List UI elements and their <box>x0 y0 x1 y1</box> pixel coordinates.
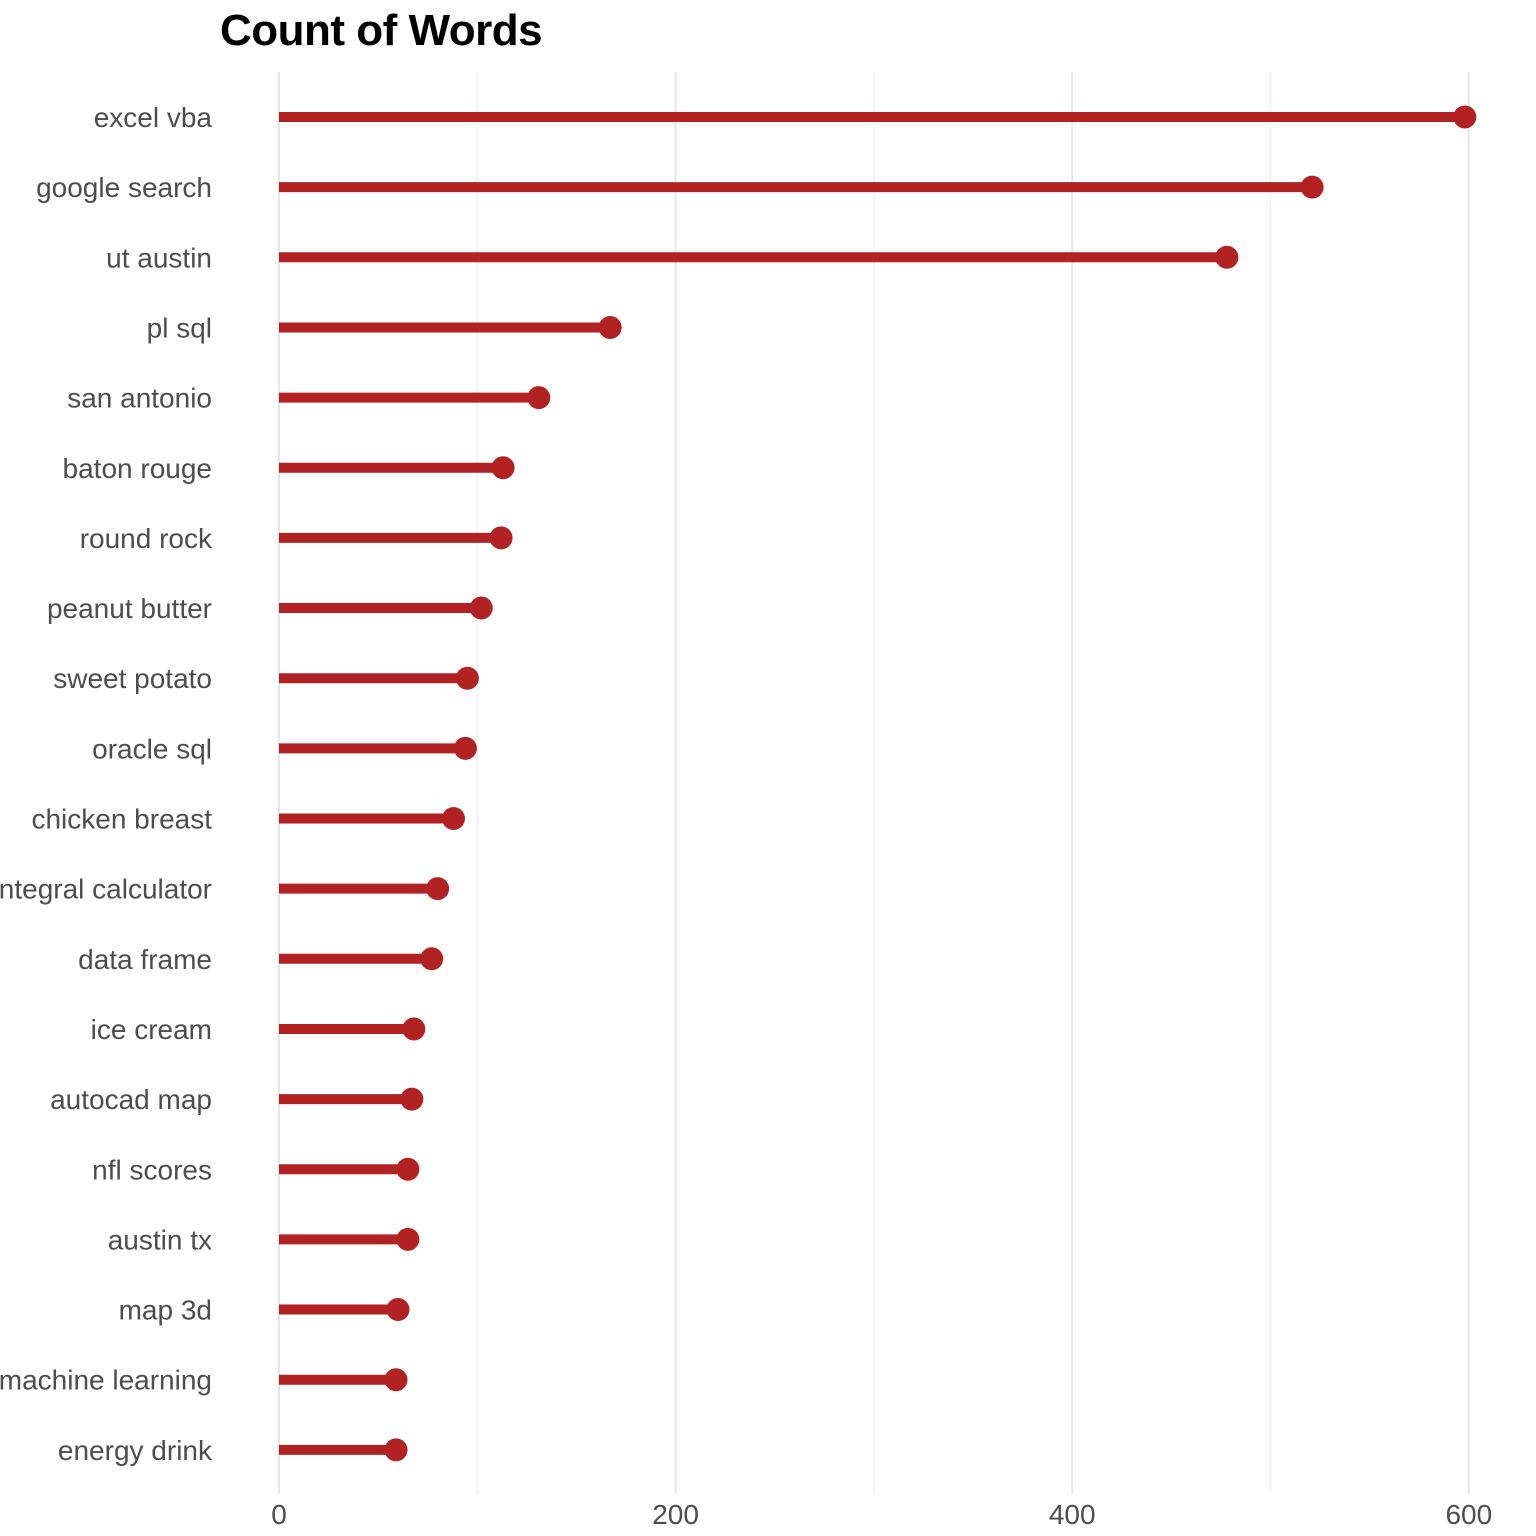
category-label: peanut butter <box>47 593 212 624</box>
lollipop-dot <box>384 1368 408 1392</box>
lollipop-dot <box>491 456 515 480</box>
lollipop-dot <box>1453 105 1477 129</box>
category-label: pl sql <box>147 312 212 343</box>
lollipop-dot <box>396 1227 420 1251</box>
chart-title: Count of Words <box>220 6 543 55</box>
x-tick-label: 600 <box>1445 1499 1492 1530</box>
category-label: round rock <box>80 523 213 554</box>
category-label: energy drink <box>58 1435 213 1466</box>
lollipop-dot <box>527 386 551 410</box>
lollipop-dot <box>420 947 444 971</box>
x-tick-label: 0 <box>271 1499 287 1530</box>
lollipop-dot <box>455 666 479 690</box>
lollipop-dot <box>426 877 450 901</box>
x-tick-label: 200 <box>652 1499 699 1530</box>
lollipop-dot <box>402 1017 426 1041</box>
lollipop-dot <box>386 1298 410 1322</box>
category-label: integral calculator <box>0 874 212 905</box>
lollipop-dot <box>1300 175 1324 199</box>
category-label: nfl scores <box>92 1154 212 1185</box>
category-label: machine learning <box>0 1365 212 1396</box>
category-labels: excel vba google search ut austin pl sql san… <box>0 102 213 1466</box>
category-label: ice cream <box>91 1014 212 1045</box>
category-label: austin tx <box>108 1224 212 1255</box>
category-label: chicken breast <box>31 804 212 835</box>
lollipop-dot <box>442 807 466 830</box>
category-label: map 3d <box>119 1295 212 1326</box>
category-label: google search <box>36 172 212 203</box>
category-label: baton rouge <box>63 453 212 484</box>
lollipop-dot <box>489 526 513 550</box>
lollipop-dot <box>1215 245 1239 269</box>
lollipop-dot <box>453 736 477 760</box>
category-label: sweet potato <box>53 663 212 694</box>
category-label: oracle sql <box>92 733 212 764</box>
x-tick-label: 400 <box>1049 1499 1096 1530</box>
category-label: ut austin <box>106 242 212 273</box>
lollipop-marks <box>279 105 1477 1462</box>
lollipop-dot <box>396 1157 420 1181</box>
category-label: data frame <box>78 944 212 975</box>
category-label: san antonio <box>67 383 212 414</box>
lollipop-dot <box>598 315 622 339</box>
x-axis-ticks: 0 200 400 600 <box>271 1499 1492 1530</box>
lollipop-dot <box>469 596 493 620</box>
category-label: autocad map <box>50 1084 212 1115</box>
lollipop-dot <box>384 1438 408 1462</box>
lollipop-dot <box>400 1087 424 1111</box>
gridlines <box>278 72 1470 1494</box>
category-label: excel vba <box>94 102 213 133</box>
